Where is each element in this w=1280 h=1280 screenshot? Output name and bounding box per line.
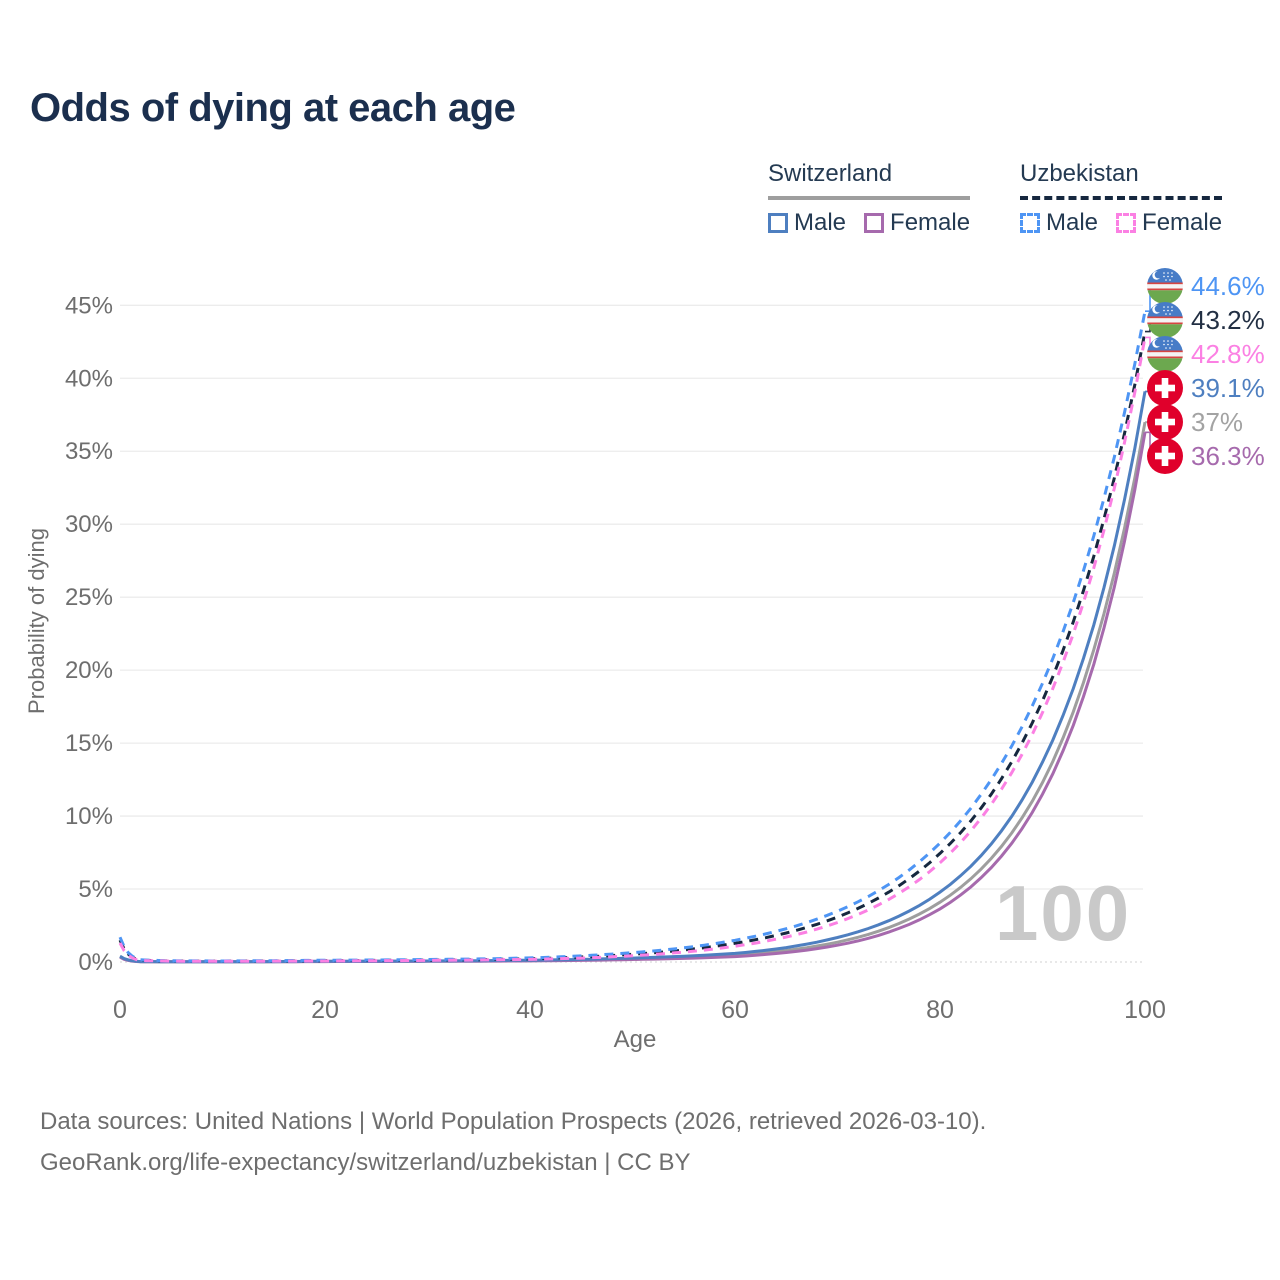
y-tick-label: 5%: [78, 876, 113, 903]
switzerland-flag-icon: [1147, 370, 1183, 406]
legend-label: Male: [1046, 209, 1099, 236]
x-tick-label: 20: [311, 996, 339, 1024]
y-tick-label: 0%: [78, 949, 113, 976]
page-title: Odds of dying at each age: [30, 86, 516, 130]
end-label-36.3: 36.3%: [1147, 438, 1265, 474]
legend-group-uzbekistan: Uzbekistan Male Female: [1020, 160, 1223, 237]
uzbekistan-flag-icon: [1147, 268, 1183, 304]
legend-label: Male: [794, 209, 847, 236]
uzbekistan-male-swatch-icon: [1020, 213, 1040, 233]
footer-attribution: GeoRank.org/life-expectancy/switzerland/…: [40, 1149, 691, 1176]
legend-group-switzerland: Switzerland Male Female: [768, 160, 971, 237]
end-label-42.8: 42.8%: [1147, 336, 1265, 372]
legend-item-switzerland-male[interactable]: Male: [768, 209, 846, 237]
uzbekistan-flag-icon: [1147, 336, 1183, 372]
x-tick-label: 60: [721, 996, 749, 1024]
legend-label: Female: [1142, 209, 1223, 236]
watermark-100: 100: [995, 869, 1132, 957]
series-line-uzbekistan-male[interactable]: [118, 310, 1147, 963]
series-line-switzerland-male[interactable]: [119, 391, 1147, 964]
y-tick-label: 20%: [65, 657, 113, 684]
x-tick-label: 40: [516, 996, 544, 1024]
switzerland-flag-icon: [1147, 404, 1183, 440]
y-tick-label: 35%: [65, 438, 113, 465]
end-label-value: 36.3%: [1191, 440, 1265, 471]
end-label-43.2: 43.2%: [1147, 302, 1265, 338]
uzbekistan-line-style-swatch: [1020, 196, 1223, 200]
y-tick-label: 45%: [65, 292, 113, 319]
end-label-value: 42.8%: [1191, 338, 1265, 369]
series-line-switzerland-female[interactable]: [119, 432, 1147, 964]
end-label-37: 37%: [1147, 404, 1243, 440]
end-label-44.6: 44.6%: [1147, 268, 1265, 304]
y-axis-title: Probability of dying: [24, 528, 49, 714]
x-axis-title: Age: [613, 1026, 657, 1053]
x-tick-label: 0: [113, 996, 127, 1024]
legend-label: Female: [890, 209, 971, 236]
series-line-uzbekistan-female[interactable]: [118, 337, 1147, 963]
end-label-value: 43.2%: [1191, 304, 1265, 335]
legend-item-switzerland-female[interactable]: Female: [864, 209, 970, 237]
legend-item-uzbekistan-male[interactable]: Male: [1020, 209, 1098, 237]
y-tick-label: 30%: [65, 511, 113, 538]
legend-item-uzbekistan-female[interactable]: Female: [1116, 209, 1222, 237]
x-tick-label: 80: [926, 996, 954, 1024]
y-tick-label: 40%: [65, 365, 113, 392]
end-label-value: 37%: [1191, 406, 1244, 437]
y-tick-label: 10%: [65, 803, 113, 830]
x-tick-label: 100: [1124, 996, 1166, 1024]
uzbekistan-flag-icon: [1147, 302, 1183, 338]
series-line-switzerland[interactable]: [119, 421, 1147, 964]
legend-country-switzerland: Switzerland: [768, 160, 893, 187]
end-label-value: 44.6%: [1191, 270, 1265, 301]
legend-country-uzbekistan: Uzbekistan: [1020, 160, 1139, 187]
switzerland-female-swatch-icon: [864, 213, 885, 233]
end-label-39.1: 39.1%: [1147, 370, 1265, 406]
uzbekistan-female-swatch-icon: [1116, 213, 1137, 233]
y-tick-label: 25%: [65, 584, 113, 611]
switzerland-male-swatch-icon: [768, 213, 788, 233]
end-label-value: 39.1%: [1191, 372, 1265, 403]
switzerland-flag-icon: [1147, 438, 1183, 474]
y-tick-label: 15%: [65, 730, 113, 757]
footer-data-sources: Data sources: United Nations | World Pop…: [40, 1108, 987, 1135]
switzerland-line-style-swatch: [768, 196, 971, 200]
